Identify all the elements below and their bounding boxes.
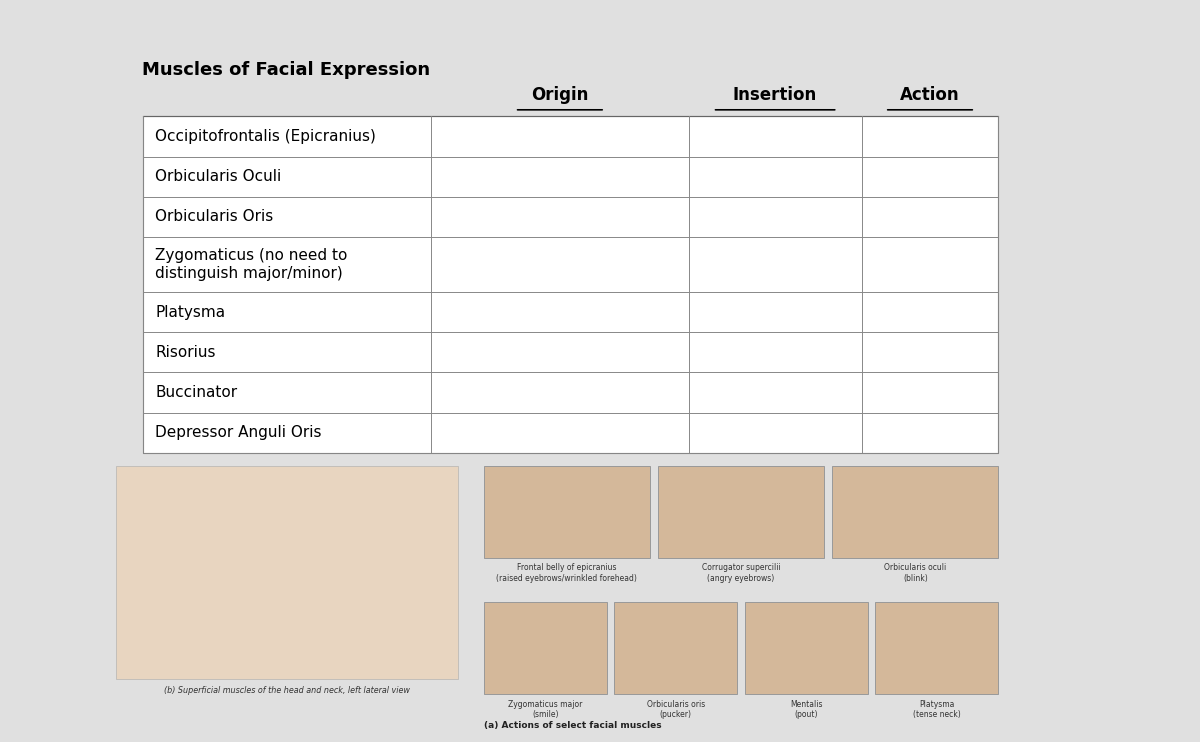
Text: Occipitofrontalis (Epicranius): Occipitofrontalis (Epicranius) [155, 129, 376, 144]
Text: Orbicularis Oris: Orbicularis Oris [155, 209, 274, 224]
Bar [614, 603, 737, 694]
Text: Zygomaticus major
(smile): Zygomaticus major (smile) [508, 700, 582, 719]
Bar [143, 116, 998, 453]
Text: Mentalis
(pout): Mentalis (pout) [790, 700, 822, 719]
Bar [833, 466, 998, 557]
Text: Origin: Origin [532, 86, 588, 104]
Bar [484, 603, 607, 694]
Bar [658, 466, 824, 557]
Text: (a) Actions of select facial muscles: (a) Actions of select facial muscles [484, 721, 661, 730]
Text: (b) Superficial muscles of the head and neck, left lateral view: (b) Superficial muscles of the head and … [164, 686, 410, 695]
Text: Action: Action [900, 86, 960, 104]
Text: Frontal belly of epicranius
(raised eyebrows/wrinkled forehead): Frontal belly of epicranius (raised eyeb… [497, 563, 637, 583]
Text: Risorius: Risorius [155, 345, 216, 360]
Bar [484, 466, 649, 557]
Text: Orbicularis oris
(pucker): Orbicularis oris (pucker) [647, 700, 704, 719]
Text: Zygomaticus (no need to
distinguish major/minor): Zygomaticus (no need to distinguish majo… [155, 249, 348, 280]
Text: Insertion: Insertion [733, 86, 817, 104]
Text: Orbicularis Oculi: Orbicularis Oculi [155, 169, 281, 184]
Bar [116, 466, 457, 679]
Text: Orbicularis oculi
(blink): Orbicularis oculi (blink) [884, 563, 947, 583]
Text: Muscles of Facial Expression: Muscles of Facial Expression [143, 61, 431, 79]
Text: Corrugator supercilii
(angry eyebrows): Corrugator supercilii (angry eyebrows) [702, 563, 780, 583]
Bar [875, 603, 998, 694]
Text: Depressor Anguli Oris: Depressor Anguli Oris [155, 425, 322, 440]
Text: Buccinator: Buccinator [155, 385, 238, 400]
Text: Platysma: Platysma [155, 305, 226, 320]
Text: Platysma
(tense neck): Platysma (tense neck) [913, 700, 960, 719]
Bar [745, 603, 868, 694]
